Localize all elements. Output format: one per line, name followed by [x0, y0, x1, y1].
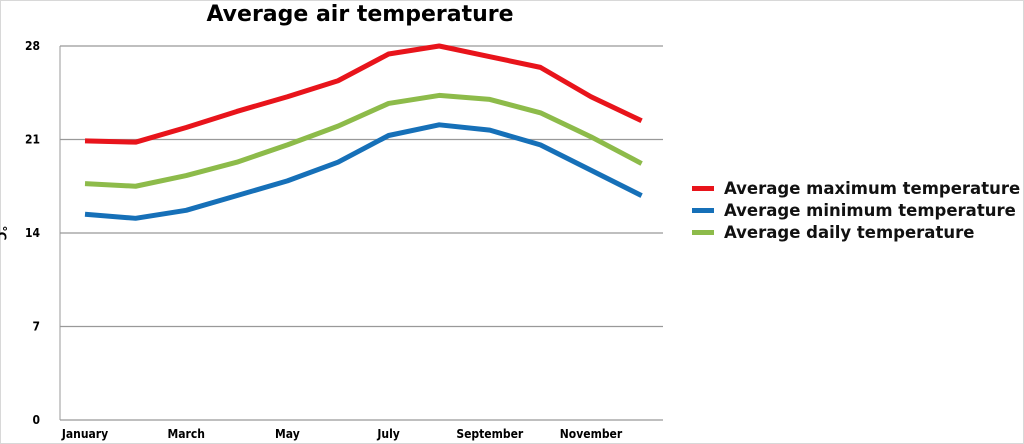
legend-label: Average maximum temperature — [724, 178, 1021, 198]
x-tick-label: January — [61, 427, 108, 441]
x-tick-label: May — [275, 427, 300, 441]
legend-swatch — [692, 229, 714, 235]
y-tick-label: 7 — [32, 320, 40, 334]
legend-swatch — [692, 185, 714, 191]
series-line-2 — [84, 122, 643, 221]
series-line-3 — [84, 92, 643, 189]
y-tick-label: 0 — [32, 413, 40, 427]
series-line-1 — [84, 43, 643, 145]
chart-title: Average air temperature — [206, 2, 514, 27]
legend-label: Average daily temperature — [724, 222, 975, 242]
x-tick-label: September — [456, 427, 524, 441]
x-tick-label: March — [167, 427, 204, 441]
y-tick-label: 28 — [25, 39, 40, 53]
legend-item: Average minimum temperature — [692, 199, 1020, 221]
y-tick-label: 21 — [25, 133, 40, 147]
legend: Average maximum temperature Average minim… — [692, 177, 1020, 243]
legend-swatch — [692, 207, 714, 213]
legend-item: Average maximum temperature — [692, 177, 1020, 199]
y-tick-label: 14 — [25, 226, 41, 240]
x-tick-label: November — [560, 427, 623, 441]
legend-item: Average daily temperature — [692, 221, 1020, 243]
x-tick-label: July — [376, 427, 399, 441]
legend-label: Average minimum temperature — [724, 200, 1016, 220]
